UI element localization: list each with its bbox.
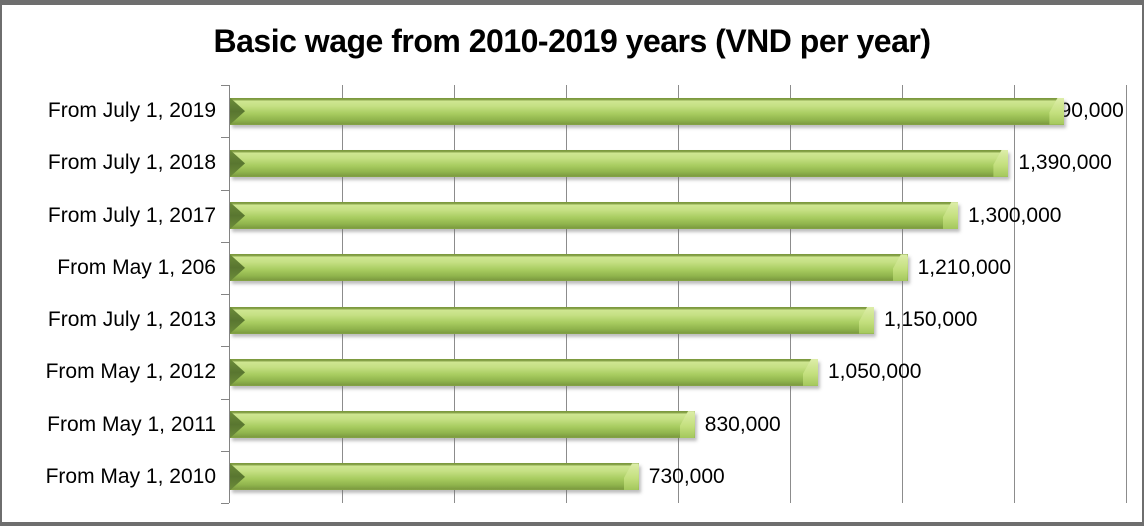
bar-row: 1,490,000: [230, 85, 1126, 137]
gridline: [790, 85, 791, 503]
bar-right-bevel: [892, 254, 908, 282]
bar-value-label: 1,390,000: [1018, 151, 1112, 175]
bar-right-bevel: [679, 411, 695, 439]
gridline: [1126, 85, 1127, 503]
bar-value-label: 730,000: [648, 464, 725, 488]
gridline: [454, 85, 455, 503]
category-label: From May 1, 2010: [45, 464, 216, 488]
bar-value-label: 1,210,000: [917, 255, 1012, 279]
bar-left-bevel: [230, 463, 245, 491]
bar-right-bevel: [993, 149, 1009, 177]
bar-rows: 1,490,000 1,390,000 1,300,000 1,210,000 …: [230, 85, 1126, 503]
category-label: From July 1, 2018: [47, 151, 216, 175]
bar-left-bevel: [230, 358, 245, 386]
bar-row: 1,210,000: [230, 242, 1126, 294]
bar-row: 730,000: [230, 451, 1126, 503]
bar-row: 1,050,000: [230, 346, 1126, 398]
bar: [230, 358, 818, 386]
bar-left-bevel: [230, 149, 245, 177]
bar-right-bevel: [623, 463, 639, 491]
bar-left-bevel: [230, 254, 245, 282]
axis-tick: [221, 294, 229, 295]
category-label: From May 1, 206: [57, 255, 216, 279]
chart-title: Basic wage from 2010-2019 years (VND per…: [213, 23, 931, 59]
category-label: From July 1, 2013: [47, 308, 216, 332]
category-label: From May 1, 2012: [45, 360, 216, 384]
category-axis-labels: From July 1, 2019 From July 1, 2018 From…: [2, 85, 229, 503]
axis-tick: [221, 85, 229, 86]
axis-tick: [221, 137, 229, 139]
bar: [230, 463, 639, 491]
bar-left-bevel: [230, 202, 245, 230]
bar: [230, 97, 1065, 125]
gridline: [342, 85, 343, 503]
axis-tick: [221, 450, 229, 452]
bar-right-bevel: [803, 358, 818, 386]
bar: [230, 411, 695, 439]
axis-tick: [221, 398, 229, 400]
bar-left-bevel: [230, 306, 245, 334]
bar: [230, 202, 958, 230]
axis-tick: [221, 346, 229, 348]
plot-area: 1,490,000 1,390,000 1,300,000 1,210,000 …: [221, 85, 1127, 504]
bar: [230, 149, 1009, 177]
bar-row: 830,000: [230, 399, 1126, 451]
bar-right-bevel: [1049, 97, 1065, 125]
axis-tick: [221, 189, 229, 191]
bar-right-bevel: [859, 306, 874, 334]
axis-tick: [221, 503, 229, 504]
axis-tick: [221, 241, 229, 243]
bar-left-bevel: [230, 97, 245, 125]
bar-value-label: 1,150,000: [884, 308, 978, 332]
category-label: From July 1, 2017: [47, 203, 216, 227]
category-label: From July 1, 2019: [47, 99, 216, 123]
bar: [230, 254, 908, 282]
gridline: [902, 85, 903, 503]
bar-row: 1,300,000: [230, 190, 1126, 242]
bar-value-label: 830,000: [704, 412, 781, 436]
category-label: From May 1, 2011: [47, 412, 216, 436]
bar-value-label: 1,300,000: [968, 203, 1062, 227]
bar-left-bevel: [230, 411, 245, 439]
bar-row: 1,150,000: [230, 294, 1126, 346]
bar-row: 1,390,000: [230, 137, 1126, 189]
gridline: [678, 85, 679, 503]
bar-value-label: 1,050,000: [828, 360, 922, 384]
gridline: [1014, 85, 1015, 503]
gridline: [566, 85, 567, 503]
bar: [230, 306, 874, 334]
bar-right-bevel: [943, 202, 958, 230]
